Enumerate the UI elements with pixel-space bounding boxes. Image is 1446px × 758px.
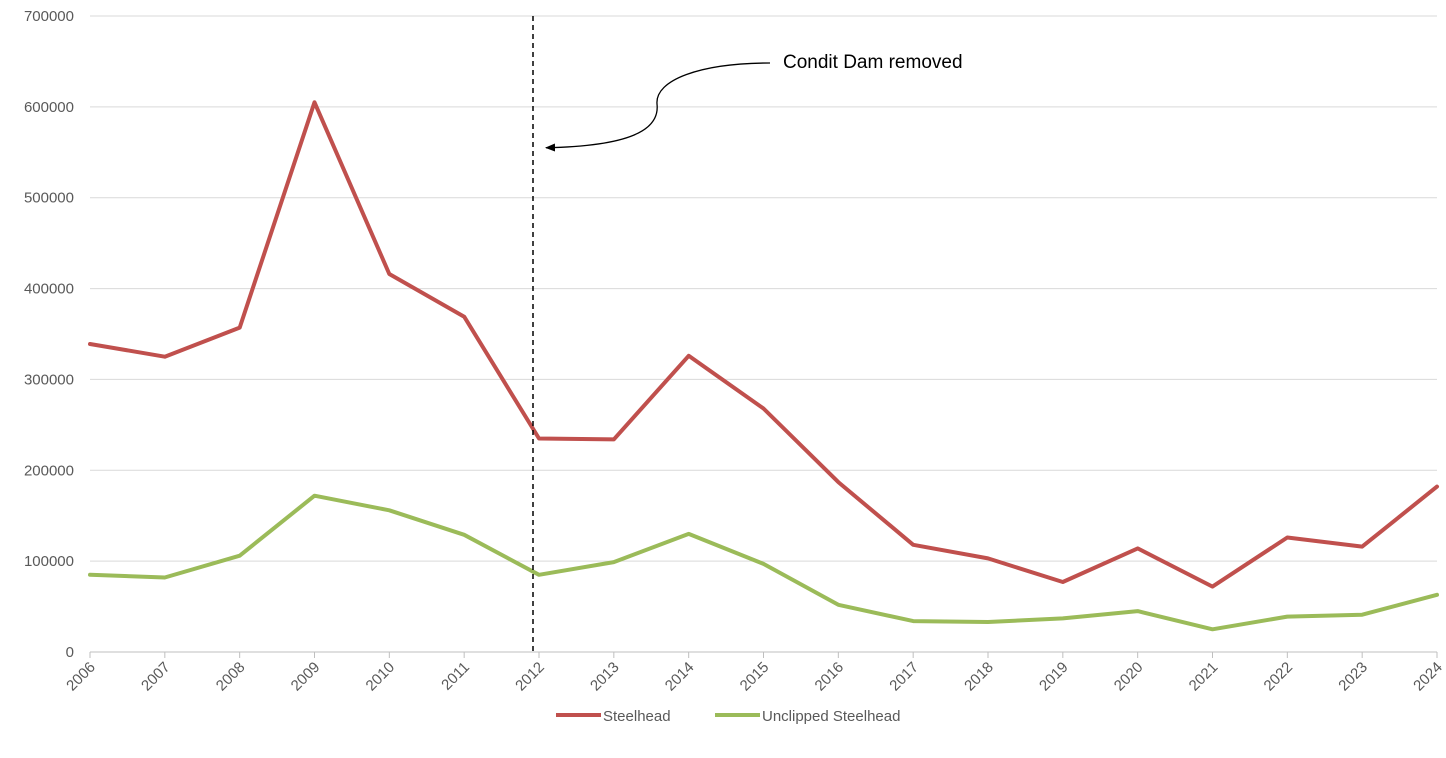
y-axis-tick-labels: 0 100000 200000 300000 400000 500000 600000 700… [24, 8, 74, 661]
y-tick-label: 700000 [24, 8, 74, 25]
x-tick-label: 2010 [363, 659, 399, 695]
x-tick-label: 2021 [1186, 659, 1222, 695]
series-line-unclipped-steelhead [88, 493, 1439, 632]
x-tick-label: 2014 [662, 659, 698, 695]
y-tick-label: 0 [66, 644, 74, 661]
annotation: Condit Dam removed [532, 16, 963, 652]
x-tick-label: 2023 [1335, 659, 1371, 695]
series-line-steelhead [88, 100, 1439, 589]
legend-label: Unclipped Steelhead [762, 708, 900, 725]
y-gridlines [90, 15, 1437, 562]
x-tick-label: 2009 [288, 659, 324, 695]
x-tick-label: 2008 [213, 659, 249, 695]
x-tick-label: 2012 [512, 659, 548, 695]
annotation-arrow [545, 62, 771, 152]
y-tick-label: 600000 [24, 99, 74, 116]
legend-item-steelhead: Steelhead [556, 708, 671, 725]
y-tick-label: 400000 [24, 281, 74, 298]
x-tick-label: 2022 [1261, 659, 1297, 695]
annotation-text: Condit Dam removed [783, 52, 963, 73]
x-tick-label: 2017 [886, 659, 922, 695]
x-tick-label: 2020 [1111, 659, 1147, 695]
x-tick-label: 2024 [1410, 659, 1446, 695]
y-tick-label: 200000 [24, 462, 74, 479]
series-lines [88, 100, 1439, 632]
x-tick-label: 2015 [737, 659, 773, 695]
x-tick-label: 2011 [438, 659, 473, 694]
x-tick-label: 2019 [1036, 659, 1072, 695]
legend-item-unclipped-steelhead: Unclipped Steelhead [715, 708, 900, 725]
x-tick-label: 2013 [587, 659, 623, 695]
y-tick-label: 500000 [24, 190, 74, 207]
legend: Steelhead Unclipped Steelhead [556, 708, 900, 725]
x-tick-label: 2006 [63, 659, 99, 695]
x-tick-label: 2007 [138, 659, 174, 695]
y-tick-label: 300000 [24, 371, 74, 388]
y-tick-label: 100000 [24, 553, 74, 570]
legend-label: Steelhead [603, 708, 671, 725]
x-tick-label: 2016 [812, 659, 848, 695]
x-tick-label: 2018 [961, 659, 997, 695]
x-axis-tick-labels: 2006 2007 2008 2009 2010 2011 2012 2013 2014 2015… [63, 652, 1446, 694]
